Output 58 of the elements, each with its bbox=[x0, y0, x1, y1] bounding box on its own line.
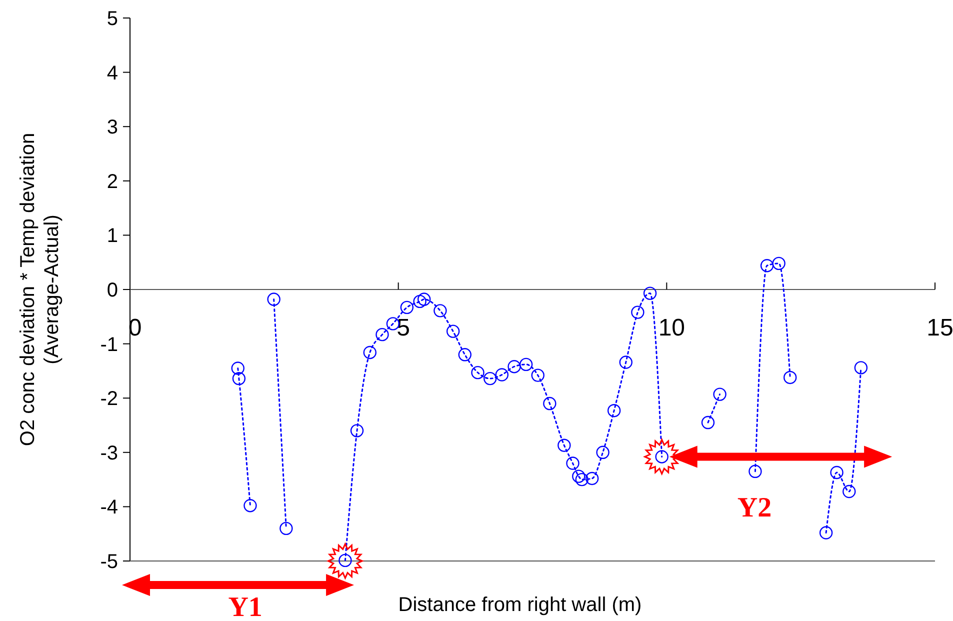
point bbox=[531, 368, 544, 382]
point bbox=[495, 368, 509, 382]
point bbox=[413, 294, 426, 308]
point bbox=[572, 470, 586, 483]
point bbox=[701, 416, 715, 430]
point bbox=[446, 324, 460, 338]
point bbox=[713, 388, 726, 401]
point bbox=[267, 292, 280, 306]
point bbox=[417, 292, 431, 306]
point bbox=[508, 360, 521, 374]
point bbox=[471, 366, 484, 380]
point bbox=[631, 306, 644, 319]
point bbox=[363, 346, 376, 360]
point bbox=[400, 300, 414, 314]
point bbox=[784, 370, 797, 384]
point bbox=[519, 358, 533, 372]
point bbox=[772, 256, 786, 270]
point bbox=[231, 362, 244, 375]
y-tick-label: -3 bbox=[100, 442, 118, 464]
y-tick-label: -5 bbox=[100, 551, 118, 573]
point bbox=[748, 464, 762, 478]
annotation: Y2 bbox=[737, 492, 772, 524]
x-tick-label: 10 bbox=[658, 314, 686, 342]
point bbox=[558, 438, 571, 452]
point bbox=[566, 456, 580, 470]
y-tick-label: 5 bbox=[106, 8, 118, 30]
point bbox=[643, 286, 657, 300]
point bbox=[376, 328, 389, 342]
point bbox=[842, 484, 856, 498]
point bbox=[232, 372, 246, 386]
x-tick-label: 15 bbox=[926, 314, 953, 342]
text: Y1 bbox=[228, 592, 262, 621]
point bbox=[575, 472, 588, 486]
point bbox=[484, 372, 497, 386]
point bbox=[819, 526, 833, 540]
y-tick-label: -4 bbox=[100, 496, 118, 519]
point bbox=[543, 396, 556, 410]
y-tick-label: 0 bbox=[106, 280, 118, 302]
y-tick-label: -2 bbox=[100, 388, 118, 410]
x-axis-title: Distance from right wall (m) bbox=[398, 594, 642, 616]
point bbox=[760, 259, 774, 272]
y-tick-label: 3 bbox=[106, 116, 118, 139]
point bbox=[585, 472, 599, 486]
point bbox=[854, 361, 868, 374]
point bbox=[458, 348, 472, 362]
point bbox=[244, 499, 257, 512]
y-tick-label: 2 bbox=[106, 170, 118, 193]
point bbox=[607, 404, 621, 418]
y-axis-title: O2 conc deviation * Temp deviation (Average-Actual) bbox=[17, 132, 63, 446]
point bbox=[434, 304, 447, 318]
point bbox=[830, 466, 844, 480]
point bbox=[350, 424, 364, 438]
y-tick-label: -1 bbox=[100, 334, 118, 356]
point bbox=[280, 522, 293, 536]
point bbox=[619, 356, 632, 369]
point bbox=[596, 446, 610, 459]
y-tick-label: 1 bbox=[106, 225, 118, 248]
y-tick-label: 4 bbox=[106, 62, 118, 84]
